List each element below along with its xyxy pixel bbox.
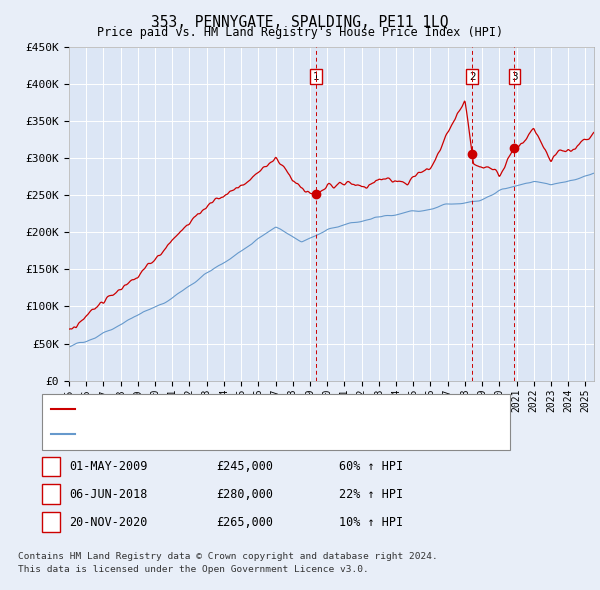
Text: This data is licensed under the Open Government Licence v3.0.: This data is licensed under the Open Gov… (18, 565, 369, 574)
Text: 1: 1 (47, 462, 55, 471)
Text: 22% ↑ HPI: 22% ↑ HPI (339, 488, 403, 501)
Text: 2: 2 (47, 490, 55, 499)
Text: 353, PENNYGATE, SPALDING, PE11 1LQ: 353, PENNYGATE, SPALDING, PE11 1LQ (151, 15, 449, 30)
Text: 3: 3 (511, 72, 518, 82)
Text: 3: 3 (47, 517, 55, 527)
Text: 06-JUN-2018: 06-JUN-2018 (69, 488, 148, 501)
Text: Price paid vs. HM Land Registry's House Price Index (HPI): Price paid vs. HM Land Registry's House … (97, 26, 503, 39)
Text: Contains HM Land Registry data © Crown copyright and database right 2024.: Contains HM Land Registry data © Crown c… (18, 552, 438, 561)
Text: 353, PENNYGATE, SPALDING, PE11 1LQ (detached house): 353, PENNYGATE, SPALDING, PE11 1LQ (deta… (79, 404, 410, 414)
Text: 1: 1 (313, 72, 319, 82)
Text: 2: 2 (469, 72, 475, 82)
Text: 20-NOV-2020: 20-NOV-2020 (69, 516, 148, 529)
Text: 60% ↑ HPI: 60% ↑ HPI (339, 460, 403, 473)
Text: £280,000: £280,000 (216, 488, 273, 501)
Text: 10% ↑ HPI: 10% ↑ HPI (339, 516, 403, 529)
Text: 01-MAY-2009: 01-MAY-2009 (69, 460, 148, 473)
Text: HPI: Average price, detached house, South Holland: HPI: Average price, detached house, Sout… (79, 429, 398, 439)
Text: £265,000: £265,000 (216, 516, 273, 529)
Text: £245,000: £245,000 (216, 460, 273, 473)
